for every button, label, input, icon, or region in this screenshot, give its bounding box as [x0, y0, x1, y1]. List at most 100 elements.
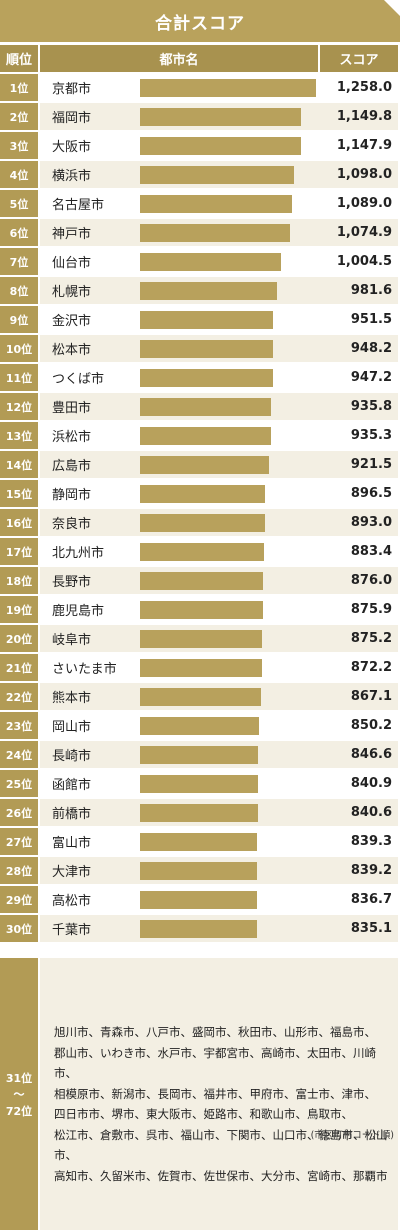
others-rank-from: 31位 [5, 1072, 33, 1085]
rank-cell: 18位 [0, 567, 38, 594]
city-name: 静岡市 [52, 488, 92, 503]
score-bar [140, 224, 291, 242]
city-name: 大津市 [52, 865, 92, 880]
score-bar [140, 775, 258, 793]
score-value: 921.5 [350, 457, 392, 472]
rank-cell: 29位 [0, 886, 38, 913]
city-name: さいたま市 [52, 662, 117, 677]
chart-title: 合計スコア [155, 13, 245, 34]
table-row: 22位 熊本市 867.1 [0, 683, 400, 710]
score-value: 951.5 [350, 312, 392, 327]
score-bar [140, 717, 259, 735]
score-value: 981.6 [350, 283, 392, 298]
table-row: 16位 奈良市 893.0 [0, 509, 400, 536]
score-bar [140, 543, 264, 561]
city-name: 神戸市 [52, 227, 92, 242]
city-name: 長野市 [52, 575, 92, 590]
others-line: 四日市市、堺市、東大阪市、姫路市、和歌山市、鳥取市、 [54, 1107, 353, 1121]
table-row: 21位 さいたま市 872.2 [0, 654, 400, 681]
table-row: 3位 大阪市 1,147.9 [0, 132, 400, 159]
others-rank-to: 72位 [5, 1105, 33, 1118]
score-value: 948.2 [350, 341, 392, 356]
table-row: 1位 京都市 1,258.0 [0, 74, 400, 101]
score-value: 1,074.9 [336, 225, 392, 240]
others-box [40, 958, 398, 1230]
table-row: 2位 福岡市 1,149.8 [0, 103, 400, 130]
score-value: 875.2 [350, 631, 392, 646]
city-name: 金沢市 [52, 314, 92, 329]
folded-corner [384, 0, 400, 16]
score-value: 867.1 [350, 689, 392, 704]
score-bar [140, 79, 316, 97]
others-list: 旭川市、青森市、八戸市、盛岡市、秋田市、山形市、福島市、 郡山市、いわき市、水戸… [54, 1022, 394, 1186]
score-bar [140, 746, 259, 764]
city-name: 名古屋市 [52, 198, 105, 213]
rank-cell: 27位 [0, 828, 38, 855]
city-name: 千葉市 [52, 923, 92, 938]
rank-cell: 13位 [0, 422, 38, 449]
city-name: 岡山市 [52, 720, 92, 735]
score-bar [140, 862, 258, 880]
table-row: 9位 金沢市 951.5 [0, 306, 400, 333]
rank-cell: 14位 [0, 451, 38, 478]
score-bar [140, 514, 265, 532]
score-value: 1,098.0 [336, 167, 392, 182]
table-row: 15位 静岡市 896.5 [0, 480, 400, 507]
table-row: 10位 松本市 948.2 [0, 335, 400, 362]
table-row: 18位 長野市 876.0 [0, 567, 400, 594]
header-rank: 順位 [0, 45, 38, 72]
rank-cell: 30位 [0, 915, 38, 942]
table-row: 20位 岐阜市 875.2 [0, 625, 400, 652]
city-name: 鹿児島市 [52, 604, 105, 619]
table-row: 11位 つくば市 947.2 [0, 364, 400, 391]
table-row: 28位 大津市 839.2 [0, 857, 400, 884]
city-name: 北九州市 [52, 546, 105, 561]
score-value: 872.2 [350, 660, 392, 675]
city-name: 長崎市 [52, 749, 92, 764]
score-bar [140, 920, 257, 938]
rank-cell: 12位 [0, 393, 38, 420]
score-value: 839.3 [350, 834, 392, 849]
rank-cell: 26位 [0, 799, 38, 826]
rank-cell: 21位 [0, 654, 38, 681]
score-value: 896.5 [350, 486, 392, 501]
score-bar [140, 166, 294, 184]
others-note: (市区町村コード順) [310, 1130, 394, 1141]
table-row: 8位 札幌市 981.6 [0, 277, 400, 304]
rank-cell: 6位 [0, 219, 38, 246]
city-name: 札幌市 [52, 285, 92, 300]
score-value: 1,089.0 [336, 196, 392, 211]
rank-cell: 22位 [0, 683, 38, 710]
others-rank-sep: 〜 [13, 1088, 25, 1101]
score-value: 850.2 [350, 718, 392, 733]
table-header: 順位 都市名 スコア [0, 45, 400, 72]
score-bar [140, 311, 274, 329]
score-value: 893.0 [350, 515, 392, 530]
rank-cell: 7位 [0, 248, 38, 275]
table-row: 29位 高松市 836.7 [0, 886, 400, 913]
score-value: 839.2 [350, 863, 392, 878]
rank-cell: 23位 [0, 712, 38, 739]
score-value: 947.2 [350, 370, 392, 385]
city-name: 奈良市 [52, 517, 92, 532]
others-line: 高知市、久留米市、佐賀市、佐世保市、大分市、宮崎市、那覇市 [54, 1168, 388, 1183]
city-name: 前橋市 [52, 807, 92, 822]
score-bar [140, 688, 262, 706]
table-row: 24位 長崎市 846.6 [0, 741, 400, 768]
city-name: 福岡市 [52, 111, 92, 126]
score-value: 1,147.9 [336, 138, 392, 153]
rank-cell: 5位 [0, 190, 38, 217]
score-bar [140, 340, 273, 358]
score-value: 836.7 [350, 892, 392, 907]
score-value: 875.9 [350, 602, 392, 617]
rank-cell: 10位 [0, 335, 38, 362]
table-row: 6位 神戸市 1,074.9 [0, 219, 400, 246]
city-name: 熊本市 [52, 691, 92, 706]
others-line: 相模原市、新潟市、長岡市、福井市、甲府市、富士市、津市、 [54, 1086, 376, 1101]
table-row: 7位 仙台市 1,004.5 [0, 248, 400, 275]
city-name: 高松市 [52, 894, 92, 909]
score-value: 883.4 [350, 544, 392, 559]
table-row: 30位 千葉市 835.1 [0, 915, 400, 942]
score-bar [140, 630, 263, 648]
score-value: 835.1 [350, 921, 392, 936]
